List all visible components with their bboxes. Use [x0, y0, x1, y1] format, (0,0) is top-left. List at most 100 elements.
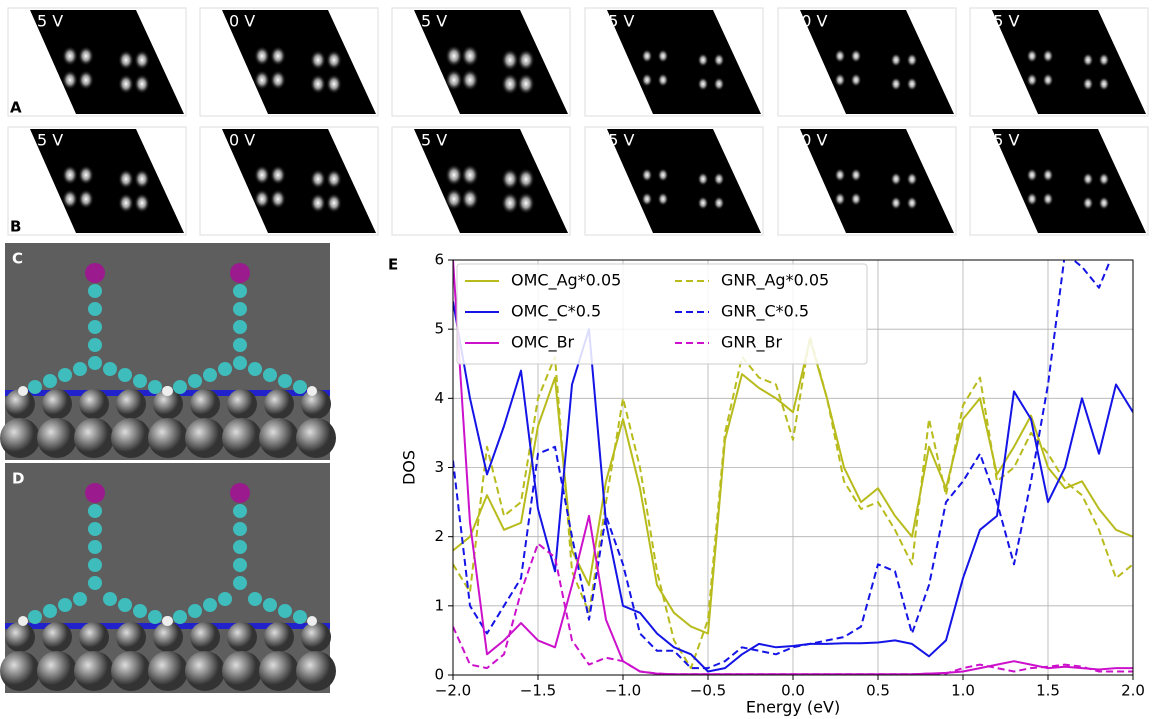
stm-spot: [906, 77, 918, 91]
x-tick-label: 1.0: [951, 682, 975, 700]
stm-spot: [118, 50, 134, 70]
series-line: [453, 542, 1133, 675]
series-line: [453, 338, 1133, 635]
carbon-atom: [73, 362, 87, 376]
carbon-atom: [248, 592, 262, 606]
stm-spot: [713, 77, 725, 91]
carbon-atom: [263, 368, 277, 382]
carbon-atom: [58, 598, 72, 612]
stm-spot: [1098, 172, 1110, 186]
stm-spot: [445, 188, 463, 210]
stm-spot: [1082, 172, 1094, 186]
y-axis-label: DOS: [400, 450, 419, 485]
stm-spot: [1042, 49, 1054, 63]
stm-spot: [310, 50, 326, 70]
carbon-atom: [133, 374, 147, 388]
carbon-atom: [88, 540, 102, 554]
stm-spot: [78, 46, 94, 66]
panel-label: B: [10, 218, 21, 236]
bromine-atom: [85, 263, 105, 283]
stm-spot: [890, 77, 902, 91]
stm-spot: [850, 168, 862, 182]
stm-spot: [270, 189, 286, 209]
silver-atom: [190, 389, 220, 419]
silver-atom: [37, 651, 77, 691]
carbon-atom: [233, 338, 247, 352]
stm-spot: [461, 69, 479, 91]
stm-spot: [62, 189, 78, 209]
stm-spot: [1098, 77, 1110, 91]
stm-spot: [270, 165, 286, 185]
carbon-atom: [28, 380, 42, 394]
stm-spot: [445, 69, 463, 91]
stm-spot: [461, 45, 479, 67]
silver-atom: [116, 389, 146, 419]
stm-spot: [118, 193, 134, 213]
stm-spot: [713, 196, 725, 210]
stm-spot: [118, 74, 134, 94]
carbon-atom: [173, 380, 187, 394]
stm-spot: [697, 172, 709, 186]
y-tick-label: 6: [434, 251, 444, 269]
silver-atom: [111, 651, 151, 691]
carbon-atom: [58, 368, 72, 382]
silver-atom: [37, 418, 77, 458]
stm-spot: [134, 74, 150, 94]
voltage-label: -0.5 V: [400, 131, 447, 150]
stm-spot: [641, 192, 653, 206]
silver-atom: [42, 622, 72, 652]
stm-spot: [62, 70, 78, 90]
stm-spot: [310, 74, 326, 94]
y-tick-label: 5: [434, 320, 444, 338]
carbon-atom: [233, 576, 247, 590]
stm-spot: [1098, 53, 1110, 67]
x-tick-label: 1.5: [1036, 682, 1060, 700]
silver-atom: [185, 651, 225, 691]
carbon-atom: [263, 598, 277, 612]
carbon-atom: [103, 592, 117, 606]
silver-atom: [42, 389, 72, 419]
stm-spot: [270, 46, 286, 66]
silver-atom: [264, 622, 294, 652]
carbon-atom: [43, 604, 57, 618]
carbon-atom: [88, 320, 102, 334]
carbon-atom: [233, 320, 247, 334]
stm-spot: [850, 73, 862, 87]
carbon-atom: [88, 558, 102, 572]
silver-atom: [301, 389, 331, 419]
stm-spot: [78, 165, 94, 185]
silver-atom: [5, 389, 35, 419]
bromine-atom: [230, 483, 250, 503]
y-tick-label: 1: [434, 596, 444, 614]
stm-spot: [1042, 192, 1054, 206]
stm-spot: [641, 49, 653, 63]
carbon-atom: [278, 374, 292, 388]
x-tick-label: 2.0: [1121, 682, 1145, 700]
x-tick-label: −1.0: [605, 682, 641, 700]
voltage-label: 0.5 V: [593, 12, 635, 31]
carbon-atom: [148, 380, 162, 394]
x-tick-label: 0.0: [781, 682, 805, 700]
carbon-atom: [88, 356, 102, 370]
silver-atom: [296, 651, 336, 691]
voltage-label: -1.0 V: [208, 131, 255, 150]
stm-spot: [834, 49, 846, 63]
carbon-atom: [233, 284, 247, 298]
silver-atom: [153, 389, 183, 419]
stm-spot: [517, 192, 535, 214]
silver-atom: [79, 622, 109, 652]
stm-spot: [697, 53, 709, 67]
carbon-atom: [103, 362, 117, 376]
stm-spot: [254, 70, 270, 90]
silver-atom: [0, 418, 40, 458]
carbon-atom: [73, 592, 87, 606]
voltage-label: -0.5 V: [400, 12, 447, 31]
stm-spot: [890, 53, 902, 67]
silver-atom: [5, 622, 35, 652]
bromine-atom: [85, 483, 105, 503]
carbon-atom: [188, 604, 202, 618]
stm-spot: [1098, 196, 1110, 210]
stm-spot: [890, 196, 902, 210]
stm-spot: [78, 189, 94, 209]
